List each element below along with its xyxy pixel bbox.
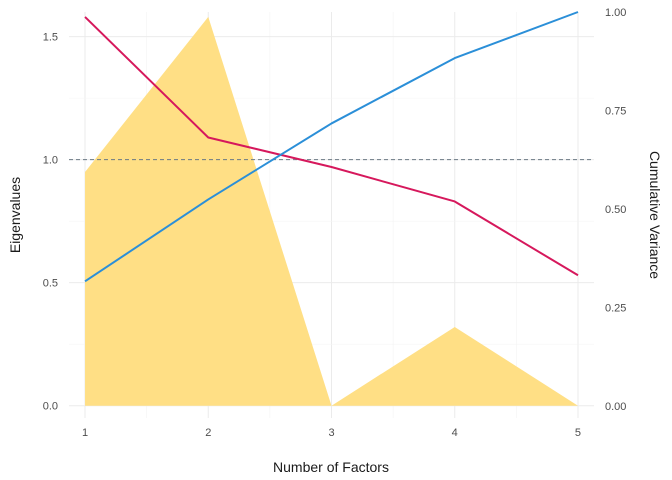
y-right-tick-label: 0.00 [605, 401, 626, 413]
y-right-tick-label: 1.00 [605, 7, 626, 19]
x-tick-label: 5 [575, 427, 581, 439]
x-axis-title: Number of Factors [273, 459, 389, 475]
line-layer [84, 11, 579, 283]
x-tick-label: 1 [82, 427, 88, 439]
y-left-tick-label: 1.5 [43, 32, 58, 44]
y-right-tick-label: 0.25 [605, 302, 626, 314]
area-series-0 [85, 16, 578, 406]
y-right-tick-label: 0.75 [605, 105, 626, 117]
y-axis-right-title: Cumulative Variance [647, 151, 663, 279]
tick-labels: 1 2 3 4 5 0.0 0.5 1.0 1.5 0.00 0.25 0.50 0.75 1.00 [43, 7, 627, 439]
x-tick-label: 3 [328, 427, 334, 439]
area-layer [85, 16, 578, 406]
y-left-tick-label: 0.5 [43, 278, 58, 290]
x-tick-label: 2 [205, 427, 211, 439]
y-left-tick-label: 0.0 [43, 401, 58, 413]
line-series-1 [84, 16, 579, 277]
line-series-2 [84, 11, 579, 283]
x-tick-label: 4 [452, 427, 458, 439]
y-left-tick-label: 1.0 [43, 155, 58, 167]
y-axis-left-title: Eigenvalues [7, 177, 23, 253]
y-right-tick-label: 0.50 [605, 204, 626, 216]
